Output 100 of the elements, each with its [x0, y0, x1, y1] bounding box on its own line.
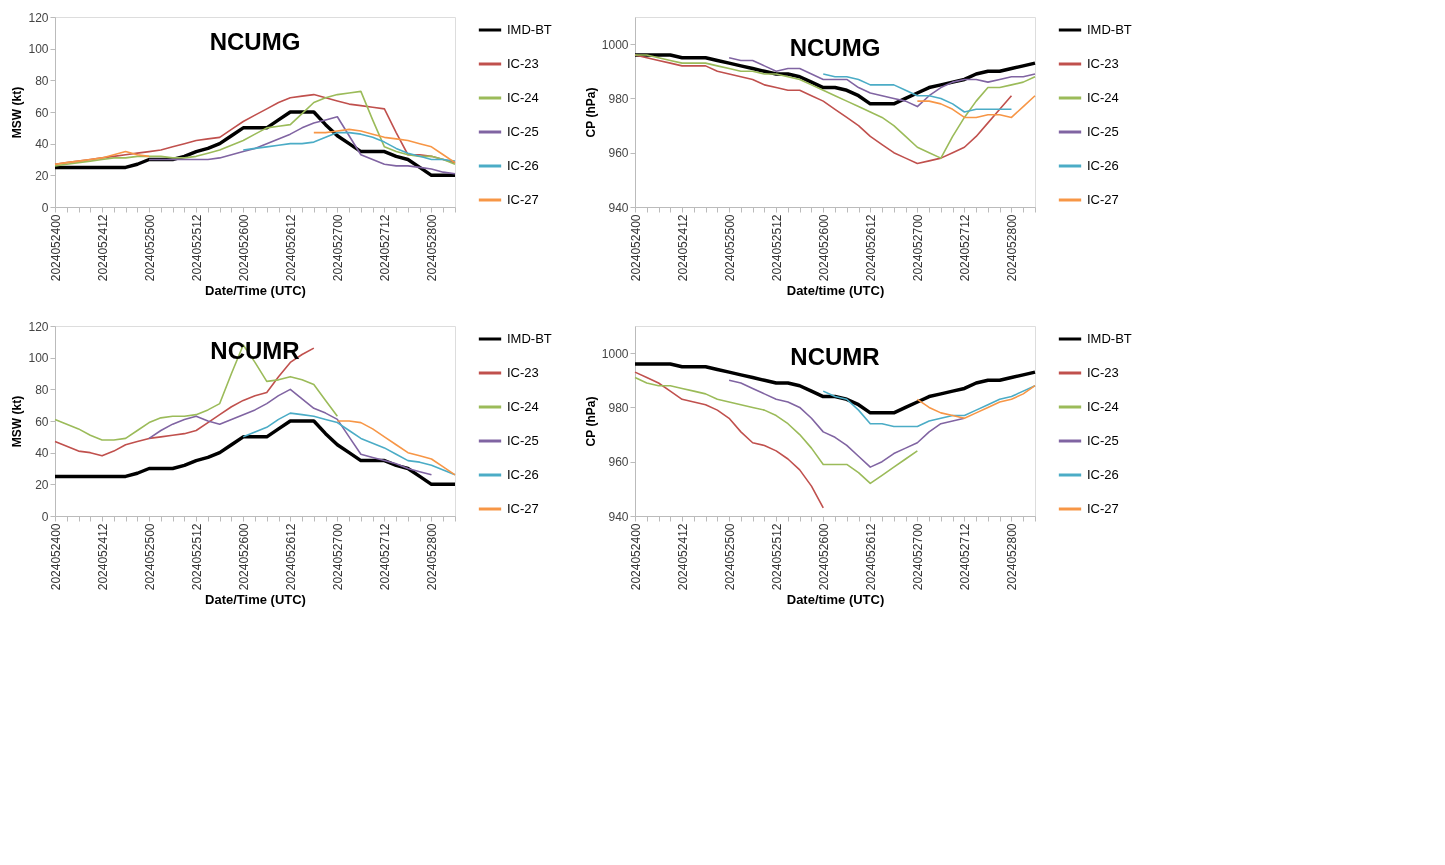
legend-label: IC-23	[1087, 365, 1119, 380]
y-tick-label: 980	[608, 91, 629, 106]
x-axis-title: Date/Time (UTC)	[205, 592, 306, 608]
y-axis-title: CP (hPa)	[583, 87, 598, 138]
x-tick-label: 2024052700	[330, 214, 345, 282]
legend-label: IC-23	[507, 56, 539, 71]
x-tick-label: 2024052500	[722, 523, 737, 591]
y-tick-label: 960	[608, 455, 629, 470]
line-series	[242, 412, 456, 476]
legend-label: IC-26	[507, 467, 539, 482]
y-tick-label: 80	[35, 382, 49, 397]
y-tick-label: 1000	[601, 37, 629, 52]
x-tick-label: 2024052800	[424, 214, 439, 282]
x-tick-label: 2024052600	[236, 214, 251, 282]
legend-label: IC-26	[507, 158, 539, 173]
y-tick-label: 940	[608, 509, 629, 524]
legend-label: IC-27	[1087, 501, 1119, 516]
y-tick-label: 940	[608, 200, 629, 215]
legend-label: IC-25	[1087, 124, 1119, 139]
legend-label: IC-25	[507, 433, 539, 448]
y-axis-title: MSW (kt)	[10, 86, 25, 139]
x-tick-label: 2024052412	[675, 523, 690, 591]
x-tick-label: 2024052600	[816, 523, 831, 591]
x-tick-label: 2024052800	[1004, 523, 1019, 591]
legend-label: IC-26	[1087, 467, 1119, 482]
legend-label: IMD-BT	[1087, 22, 1132, 37]
line-series	[916, 384, 1036, 420]
x-tick-label: 2024052612	[863, 523, 878, 591]
y-tick-label: 40	[35, 446, 49, 461]
x-axis-title: Date/time (UTC)	[786, 592, 885, 608]
x-tick-label: 2024052512	[189, 214, 204, 282]
x-tick-label: 2024052400	[628, 214, 643, 282]
line-series	[634, 371, 825, 509]
x-tick-label: 2024052700	[910, 523, 925, 591]
line-series	[54, 344, 339, 441]
y-tick-label: 20	[35, 477, 49, 492]
text: NCUMR	[790, 343, 880, 370]
y-tick-label: 40	[35, 137, 49, 152]
legend-label: IC-26	[1087, 158, 1119, 173]
x-tick-label: 2024052512	[189, 523, 204, 591]
x-tick-label: 2024052400	[628, 523, 643, 591]
x-tick-label: 2024052600	[816, 214, 831, 282]
x-tick-label: 2024052400	[48, 214, 63, 282]
x-tick-label: 2024052512	[769, 214, 784, 282]
y-tick-label: 0	[41, 509, 49, 524]
x-tick-label: 2024052412	[95, 214, 110, 282]
y-tick-label: 0	[41, 200, 49, 215]
legend-label: IC-23	[1087, 56, 1119, 71]
x-tick-label: 2024052512	[769, 523, 784, 591]
y-tick-label: 120	[28, 319, 49, 334]
chart-title: NCUMG	[209, 28, 301, 55]
y-tick-label: 100	[28, 42, 49, 57]
line-series	[822, 73, 1013, 113]
y-tick-label: 120	[28, 10, 49, 25]
legend-label: IMD-BT	[507, 22, 552, 37]
legend-label: IC-25	[1087, 433, 1119, 448]
x-tick-label: 2024052800	[424, 523, 439, 591]
legend-label: IC-23	[507, 365, 539, 380]
x-tick-label: 2024052612	[283, 523, 298, 591]
x-tick-label: 2024052712	[957, 214, 972, 282]
y-axis-title: MSW (kt)	[10, 395, 25, 448]
x-tick-label: 2024052712	[957, 523, 972, 591]
legend-label: IMD-BT	[1087, 331, 1132, 346]
y-tick-label: 1000	[601, 346, 629, 361]
line-series	[336, 420, 456, 476]
text: NCUMG	[789, 34, 881, 61]
x-tick-label: 2024052412	[675, 214, 690, 282]
line-series	[728, 379, 966, 468]
line-series	[242, 131, 456, 162]
x-tick-label: 2024052500	[142, 523, 157, 591]
y-axis-title: CP (hPa)	[583, 396, 598, 447]
x-tick-label: 2024052700	[330, 523, 345, 591]
x-tick-label: 2024052612	[283, 214, 298, 282]
legend-label: IC-27	[1087, 192, 1119, 207]
legend-label: IC-27	[507, 192, 539, 207]
x-tick-label: 2024052712	[377, 214, 392, 282]
x-tick-label: 2024052712	[377, 523, 392, 591]
line-series	[634, 376, 919, 485]
line-series	[728, 56, 1036, 108]
legend-label: IC-24	[1087, 90, 1119, 105]
line-series	[916, 94, 1036, 119]
x-tick-label: 2024052400	[48, 523, 63, 591]
line-series	[148, 115, 456, 175]
legend-label: IC-24	[507, 90, 539, 105]
x-tick-label: 2024052800	[1004, 214, 1019, 282]
legend-label: IC-25	[507, 124, 539, 139]
y-tick-label: 80	[35, 73, 49, 88]
legend-label: IC-27	[507, 501, 539, 516]
y-tick-label: 20	[35, 168, 49, 183]
x-axis-title: Date/Time (UTC)	[205, 283, 306, 299]
y-tick-label: 960	[608, 146, 629, 161]
x-axis-title: Date/time (UTC)	[786, 283, 885, 299]
x-tick-label: 2024052700	[910, 214, 925, 282]
y-tick-label: 60	[35, 414, 49, 429]
line-series	[53, 419, 457, 487]
y-tick-label: 980	[608, 400, 629, 415]
y-tick-label: 60	[35, 105, 49, 120]
x-tick-label: 2024052600	[236, 523, 251, 591]
legend-label: IC-24	[1087, 399, 1119, 414]
line-series	[148, 388, 433, 476]
